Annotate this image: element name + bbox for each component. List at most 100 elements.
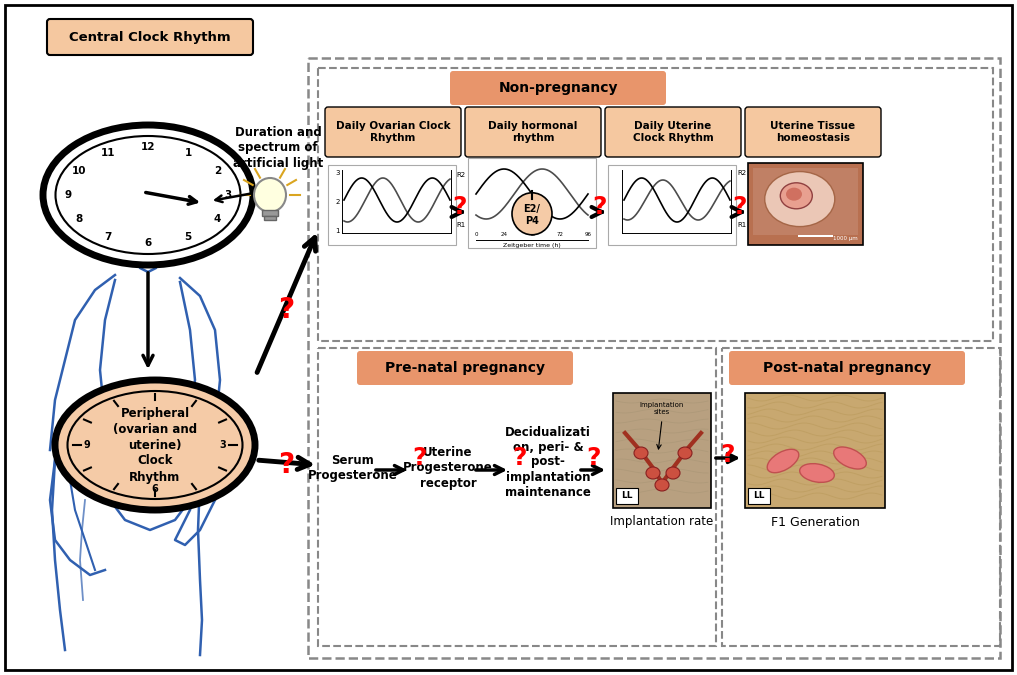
FancyBboxPatch shape (325, 107, 461, 157)
Text: 4: 4 (214, 214, 221, 224)
Text: 96: 96 (585, 232, 592, 238)
Text: P4: P4 (525, 216, 539, 226)
Ellipse shape (834, 447, 866, 469)
Text: 6: 6 (144, 238, 152, 248)
FancyBboxPatch shape (357, 351, 573, 385)
Text: 48: 48 (529, 232, 536, 238)
Text: 6: 6 (152, 484, 159, 494)
Text: 3: 3 (336, 170, 340, 176)
Text: Post-natal pregnancy: Post-natal pregnancy (763, 361, 931, 375)
FancyBboxPatch shape (605, 107, 741, 157)
Ellipse shape (780, 183, 813, 209)
Text: R2: R2 (456, 172, 465, 178)
Text: ?: ? (513, 446, 527, 470)
Text: 0: 0 (474, 232, 478, 238)
Bar (616, 488, 638, 504)
Text: ?: ? (732, 195, 746, 219)
Text: Implantation rate: Implantation rate (610, 516, 714, 529)
Ellipse shape (786, 188, 802, 200)
Ellipse shape (634, 447, 648, 459)
Text: Pre-natal pregnancy: Pre-natal pregnancy (385, 361, 545, 375)
Text: 2: 2 (214, 166, 221, 176)
Text: E2/: E2/ (524, 205, 540, 214)
Bar (722, 348, 1000, 646)
Text: Zeitgeber time (h): Zeitgeber time (h) (503, 242, 560, 248)
Text: ?: ? (452, 195, 466, 219)
Text: R2: R2 (737, 170, 746, 176)
Ellipse shape (56, 136, 240, 254)
Text: Implantation
sites: Implantation sites (640, 402, 684, 416)
FancyBboxPatch shape (47, 19, 253, 55)
Bar (798, 235, 833, 237)
Bar (328, 165, 456, 245)
Text: Daily Uterine
Clock Rhythm: Daily Uterine Clock Rhythm (633, 122, 713, 143)
FancyBboxPatch shape (465, 107, 601, 157)
Text: ?: ? (720, 443, 734, 467)
Text: Daily Ovarian Clock
Rhythm: Daily Ovarian Clock Rhythm (336, 122, 451, 143)
Ellipse shape (55, 380, 255, 510)
Ellipse shape (767, 450, 798, 472)
Text: 9: 9 (64, 190, 71, 200)
Ellipse shape (67, 391, 242, 499)
Ellipse shape (678, 447, 692, 459)
Ellipse shape (116, 155, 180, 235)
Ellipse shape (646, 467, 660, 479)
Bar (318, 68, 993, 341)
Bar (264, 216, 276, 220)
FancyBboxPatch shape (450, 71, 666, 105)
Text: Duration and
spectrum of
artificial light: Duration and spectrum of artificial ligh… (233, 126, 323, 169)
Text: Uterine Tissue
homeostasis: Uterine Tissue homeostasis (771, 122, 855, 143)
Bar (262, 210, 278, 216)
Text: ?: ? (592, 195, 606, 219)
Bar (753, 168, 858, 235)
Text: Daily hormonal
rhythm: Daily hormonal rhythm (488, 122, 578, 143)
Text: R1: R1 (456, 222, 465, 228)
Ellipse shape (43, 125, 253, 265)
Text: 11: 11 (101, 148, 115, 159)
Text: Central Clock Rhythm: Central Clock Rhythm (69, 30, 231, 43)
Text: Decidualizati
on, peri- &
post-
implantation
maintenance: Decidualizati on, peri- & post- implanta… (505, 425, 591, 499)
Ellipse shape (655, 479, 669, 491)
Text: R1: R1 (737, 222, 746, 228)
Text: 1: 1 (336, 228, 340, 234)
Text: 3: 3 (225, 190, 232, 200)
Bar (613, 393, 711, 508)
Text: 8: 8 (75, 214, 82, 224)
Text: 72: 72 (556, 232, 563, 238)
FancyBboxPatch shape (729, 351, 965, 385)
FancyBboxPatch shape (745, 107, 881, 157)
Text: ?: ? (278, 296, 294, 324)
Text: 10: 10 (71, 166, 86, 176)
Text: Serum
Progesterone: Serum Progesterone (308, 454, 398, 482)
Bar (747, 163, 863, 245)
Bar (318, 348, 716, 646)
Ellipse shape (765, 171, 835, 227)
Bar (608, 165, 736, 245)
Text: LL: LL (754, 491, 765, 500)
Text: ?: ? (413, 446, 427, 470)
Text: Non-pregnancy: Non-pregnancy (498, 81, 617, 95)
Text: ?: ? (586, 446, 600, 470)
Text: 12: 12 (140, 142, 156, 152)
Bar (747, 488, 770, 504)
Bar (745, 393, 885, 508)
Text: LL: LL (621, 491, 633, 500)
Bar (468, 158, 596, 248)
Text: Uterine
Progesterone
receptor: Uterine Progesterone receptor (403, 446, 493, 489)
Text: 24: 24 (500, 232, 507, 238)
Bar (308, 58, 1000, 658)
Text: 1000 µm: 1000 µm (833, 236, 858, 241)
Text: 5: 5 (184, 232, 191, 242)
Ellipse shape (512, 193, 552, 235)
Text: ?: ? (278, 451, 294, 479)
Text: Peripheral
(ovarian and
uterine)
Clock
Rhythm: Peripheral (ovarian and uterine) Clock R… (113, 406, 197, 483)
Text: F1 Generation: F1 Generation (771, 516, 859, 529)
Ellipse shape (254, 178, 286, 212)
Ellipse shape (666, 467, 680, 479)
Text: 7: 7 (105, 232, 112, 242)
Text: 3: 3 (220, 440, 227, 450)
Ellipse shape (799, 464, 834, 483)
Text: 1: 1 (184, 148, 191, 159)
Text: 9: 9 (83, 440, 91, 450)
Text: 2: 2 (336, 199, 340, 205)
